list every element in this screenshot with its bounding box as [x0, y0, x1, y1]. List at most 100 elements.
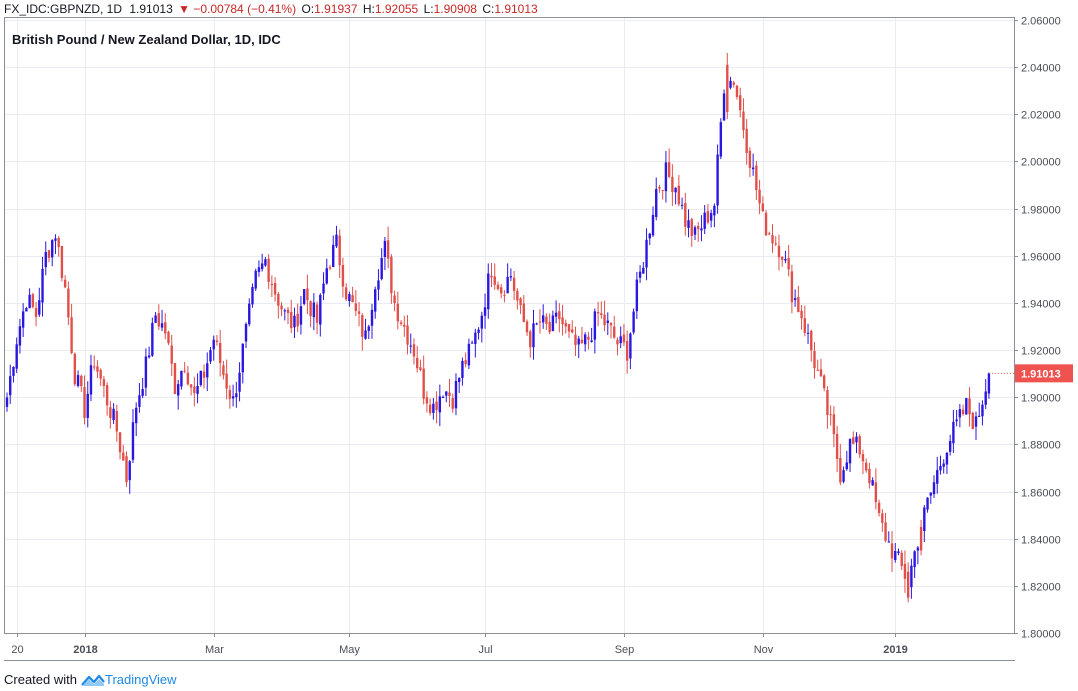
candle: [629, 332, 632, 369]
candle: [916, 546, 920, 565]
candle-body: [748, 150, 752, 168]
candle: [374, 286, 377, 319]
candle-body: [357, 311, 361, 314]
candle: [684, 193, 687, 236]
y-tick-label: 2.04000: [1021, 63, 1061, 75]
candle-body: [890, 543, 894, 559]
time-axis[interactable]: 20 2018 Mar May Jul Sep Nov 2019: [11, 633, 908, 656]
candle: [487, 263, 490, 319]
candle-body: [900, 552, 903, 566]
candle-body: [512, 277, 516, 291]
candle: [719, 118, 723, 160]
candle-body: [697, 225, 700, 230]
candle-body: [939, 465, 942, 471]
candle: [141, 377, 144, 399]
candle: [861, 449, 865, 475]
candle: [961, 404, 965, 416]
price-axis[interactable]: 1.80000 1.82000 1.84000 1.86000 1.88000 1.900…: [1014, 16, 1061, 641]
candle-body: [154, 315, 157, 323]
tradingview-logo[interactable]: TradingView: [81, 670, 177, 690]
candle: [393, 290, 396, 312]
candle: [67, 281, 70, 325]
candle: [51, 239, 54, 267]
candle: [441, 395, 445, 399]
candle: [541, 304, 545, 329]
candle-body: [393, 295, 396, 304]
candle-body: [435, 401, 438, 411]
candle: [965, 397, 968, 415]
chart-grid: [5, 18, 1014, 634]
candle-body: [548, 322, 551, 333]
symbol-name[interactable]: FX_IDC:GBPNZD, 1D: [4, 2, 123, 16]
candle-body: [380, 258, 383, 280]
candle-body: [496, 284, 500, 290]
candle: [432, 397, 435, 420]
candle-body: [18, 326, 22, 346]
candle-body: [758, 189, 761, 204]
candle-body: [54, 238, 57, 241]
candle: [73, 352, 77, 387]
candle: [144, 348, 148, 397]
candle-body: [503, 294, 506, 296]
candle-body: [448, 392, 451, 397]
candle: [793, 289, 797, 307]
candle: [425, 391, 429, 413]
candle-body: [965, 398, 968, 415]
candle: [409, 333, 412, 354]
candle: [645, 228, 648, 281]
candle: [180, 370, 183, 390]
tradingview-logo-icon: [81, 674, 105, 686]
candle: [606, 312, 609, 336]
candle-body: [406, 325, 409, 345]
candle-body: [761, 203, 765, 211]
close-label: C:: [482, 2, 495, 16]
candle: [642, 261, 645, 274]
candle-body: [706, 211, 710, 223]
candle: [231, 384, 235, 407]
candle: [839, 444, 842, 486]
candle-body: [438, 396, 442, 413]
candle: [80, 374, 83, 392]
candle-body: [299, 306, 303, 325]
candle: [57, 235, 60, 257]
candle-body: [554, 312, 558, 317]
candle: [816, 359, 819, 371]
candle-body: [916, 547, 920, 551]
candle: [503, 290, 506, 303]
candle-body: [506, 276, 509, 294]
low-label: L:: [423, 2, 434, 16]
candle: [538, 309, 542, 334]
candle-body: [176, 384, 180, 396]
candle-body: [777, 245, 781, 258]
candle-body: [784, 259, 787, 261]
candle: [651, 206, 655, 237]
candle-body: [690, 219, 693, 236]
candle-body: [461, 360, 464, 378]
candle-body: [603, 314, 606, 326]
candle: [89, 354, 93, 402]
candle: [509, 268, 513, 281]
candle-body: [713, 205, 716, 216]
candle-body: [742, 111, 745, 131]
candle: [806, 323, 810, 345]
candle-body: [819, 369, 823, 377]
candle-body: [451, 398, 454, 409]
candle: [176, 379, 180, 410]
candle: [112, 403, 115, 425]
last-price-tag-label: 1.91013: [1021, 368, 1061, 380]
candle-body: [474, 332, 477, 344]
candle: [519, 297, 522, 315]
candle-body: [160, 323, 164, 328]
candle-body: [868, 468, 871, 484]
candle: [238, 362, 241, 402]
candle-body: [948, 440, 952, 452]
candle-body: [852, 437, 855, 444]
candle: [971, 411, 974, 430]
candle-body: [34, 308, 38, 317]
candle: [480, 311, 484, 343]
candle: [561, 304, 564, 336]
candle-body: [364, 330, 367, 339]
candle: [596, 301, 600, 327]
x-tick-label: 20: [11, 644, 23, 656]
